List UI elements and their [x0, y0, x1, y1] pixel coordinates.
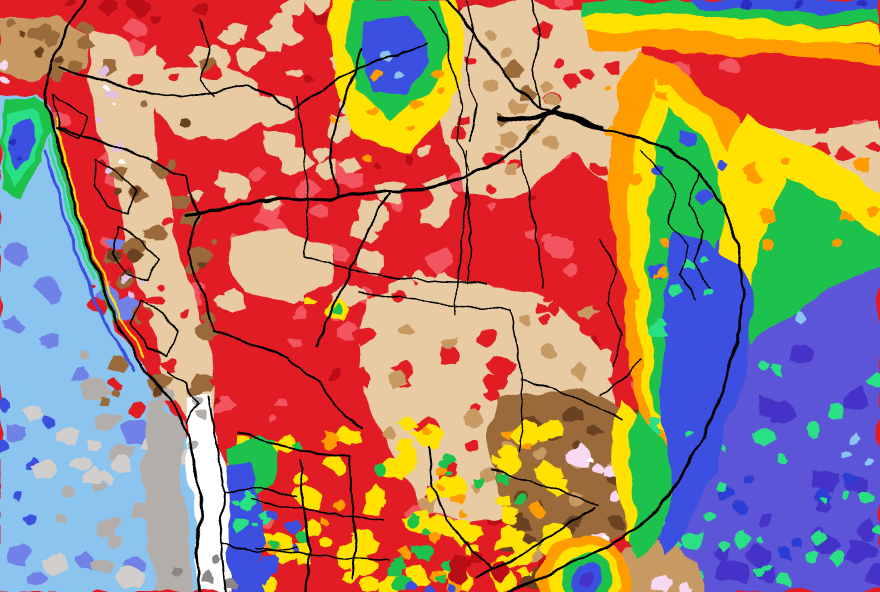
border-rio-xingu	[454, 179, 469, 316]
border-peru-mesh-2	[111, 225, 159, 283]
border-rio-madeira	[317, 191, 389, 346]
amazon-orange-fringe	[329, 68, 447, 162]
andes-white-spots	[104, 85, 125, 164]
border-rio-tocantins	[519, 149, 544, 289]
border-ne-states-mesh-2	[687, 174, 711, 289]
border-pacific-coastline	[42, 0, 204, 592]
border-peru-mesh-1	[93, 159, 137, 215]
border-bahia-border	[599, 239, 623, 367]
paraguay-blue-spots	[254, 510, 301, 585]
offshore-orange-mottle	[741, 155, 879, 251]
top-orange-band	[586, 31, 880, 62]
ne-orange-mottle	[604, 66, 672, 300]
border-argentina-mesh-2	[255, 547, 391, 561]
border-para-border-east	[465, 149, 471, 285]
border-guyana-border-2	[465, 0, 477, 141]
offshore-storm-cell	[539, 534, 631, 592]
border-colombia-peru-border	[57, 127, 187, 179]
top-navy-spots	[740, 0, 868, 9]
border-rio-negro	[329, 49, 363, 199]
rs-blue-spots	[405, 580, 457, 592]
south-green-spots	[249, 442, 526, 550]
topleft-pink-spots	[0, 60, 11, 83]
border-peru-brazil-border	[185, 177, 215, 331]
border-ne-states-mesh-1	[639, 149, 697, 299]
border-north-border	[59, 43, 429, 111]
pacific-blue-patches	[0, 398, 54, 524]
border-amazonas-para-border	[297, 95, 309, 257]
guiana-tan	[436, 2, 648, 200]
chile-darkgray-spots	[172, 554, 240, 590]
coast-fringe-cyan	[47, 138, 95, 280]
border-paraguay-border-west	[299, 459, 311, 592]
border-venezuela-mesh	[199, 19, 215, 97]
andes-east-green-mottle	[232, 491, 275, 533]
political-borders-and-rivers	[42, 0, 746, 592]
border-argentina-mesh-1	[251, 499, 385, 521]
west-green-spot	[331, 304, 343, 315]
top-green-band	[582, 0, 880, 26]
border-mid-horizontal-border	[304, 255, 487, 285]
coast-fringe-yellow	[55, 117, 145, 357]
border-peru-mesh-4	[165, 371, 199, 425]
border-goias-minas-border	[519, 379, 623, 421]
topleft-darkbrown-spots	[18, 30, 65, 63]
border-amazon-mouth	[497, 109, 605, 131]
border-atlantic-coastline	[445, 0, 746, 592]
border-bolivia-paraguay-border	[237, 431, 349, 457]
border-andes-horizontal-1	[223, 487, 299, 497]
border-suriname-border	[531, 0, 543, 109]
border-andes-horizontal-2	[219, 543, 297, 553]
border-minas-es-border	[599, 359, 641, 397]
coastal-blue-band	[652, 230, 752, 555]
amazon-tan-west	[148, 62, 262, 142]
border-guyana-border-1	[427, 5, 471, 171]
border-brazil-bolivia-border	[213, 329, 363, 429]
border-se-diagonal-border	[475, 507, 595, 579]
secoast-pink-spots	[651, 573, 695, 592]
border-paraguay-brazil-border	[427, 445, 493, 571]
ecuador-blue	[8, 120, 36, 172]
border-peru-mesh-3	[131, 299, 179, 357]
ecuador-navy-spots	[8, 137, 24, 160]
chile-gray-strip	[142, 402, 193, 592]
border-amazon-river	[186, 104, 560, 216]
pacific-periwinkle	[3, 237, 154, 444]
border-saopaulo-border	[491, 469, 599, 507]
border-matogrosso-north-border	[359, 291, 511, 311]
top-yellow-band	[584, 15, 880, 44]
andes-red-speckle	[87, 63, 222, 418]
coast-fringe-blue	[44, 150, 136, 372]
top-blue-band	[690, 0, 880, 14]
border-ecuador-border	[51, 95, 87, 139]
